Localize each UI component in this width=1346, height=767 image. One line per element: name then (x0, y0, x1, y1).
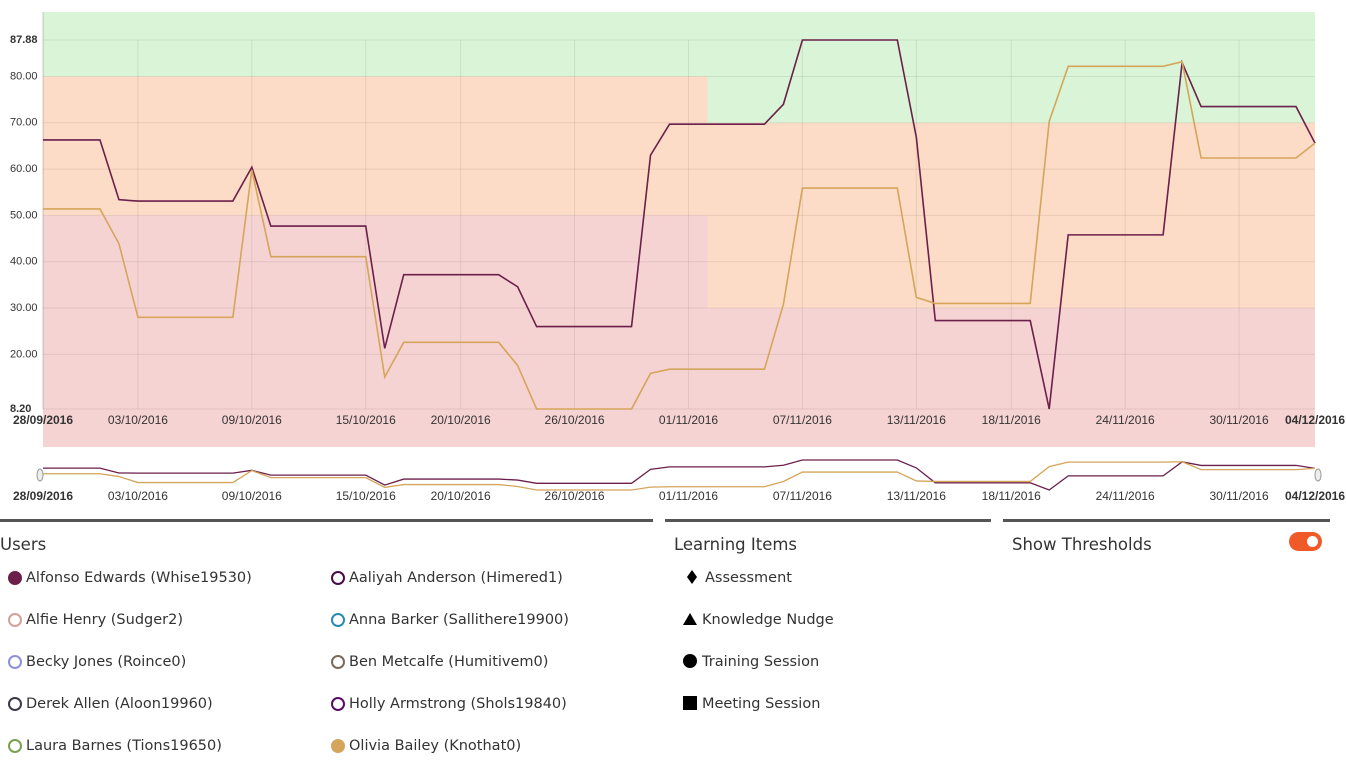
navigator-tick-label: 15/10/2016 (336, 489, 396, 503)
navigator-tick-label: 04/12/2016 (1285, 489, 1345, 503)
user-marker[interactable] (8, 697, 22, 711)
series-line (43, 39, 1316, 410)
user-name[interactable]: Derek Allen (Aloon19960) (26, 696, 213, 712)
user-marker[interactable] (8, 613, 22, 627)
navigator-tick-label: 18/11/2016 (982, 489, 1041, 503)
y-tick-label: 80.00 (10, 70, 38, 82)
user-marker[interactable] (8, 571, 22, 585)
user-marker[interactable] (331, 655, 345, 669)
threshold-above (43, 12, 708, 77)
threshold-toggle[interactable] (1289, 532, 1322, 551)
threshold-below (707, 308, 1315, 447)
x-tick-label: 30/11/2016 (1209, 413, 1268, 427)
navigator-tick-label: 20/10/2016 (431, 489, 491, 503)
y-tick-label: 50.00 (10, 209, 38, 221)
icon-triangle (683, 613, 697, 625)
x-tick-label: 09/10/2016 (222, 413, 282, 427)
x-tick-label: 20/10/2016 (431, 413, 491, 427)
y-tick-label: 20.00 (10, 348, 38, 360)
x-tick-label: 28/09/2016 (13, 413, 73, 427)
show-thresholds-label: Show Thresholds (1012, 535, 1152, 554)
navigator-line (43, 459, 1316, 491)
user-name[interactable]: Laura Barnes (Tions19650) (26, 738, 222, 754)
navigator-line (43, 461, 1316, 491)
y-tick-label: 87.88 (10, 34, 38, 46)
x-tick-label: 18/11/2016 (982, 413, 1041, 427)
user-name[interactable]: Olivia Bailey (Knothat0) (349, 738, 522, 754)
icon-square (683, 696, 697, 710)
user-marker[interactable] (331, 571, 345, 585)
x-tick-label: 26/10/2016 (545, 413, 605, 427)
threshold-between (707, 122, 1315, 309)
users-title: Users (0, 535, 47, 554)
x-tick-label: 13/11/2016 (887, 413, 946, 427)
user-name[interactable]: Alfonso Edwards (Whise19530) (26, 570, 252, 586)
x-tick-label: 04/12/2016 (1285, 413, 1345, 427)
learning-item-icon (685, 569, 699, 590)
y-tick-label: 40.00 (10, 256, 38, 268)
divider (1003, 519, 1330, 522)
navigator-tick-label: 01/11/2016 (659, 489, 718, 503)
navigator-tick-label: 03/10/2016 (108, 489, 168, 503)
user-marker[interactable] (331, 739, 345, 753)
learning-item-label[interactable]: Knowledge Nudge (702, 612, 834, 628)
user-name[interactable]: Alfie Henry (Sudger2) (26, 612, 184, 628)
navigator-tick-label: 28/09/2016 (13, 489, 73, 503)
threshold-between (43, 76, 708, 216)
user-name[interactable]: Aaliyah Anderson (Himered1) (349, 570, 563, 586)
y-tick-label: 70.00 (10, 117, 38, 129)
learning-item-icon (682, 653, 698, 674)
user-name[interactable]: Holly Armstrong (Shols19840) (349, 696, 567, 712)
user-marker[interactable] (8, 655, 22, 669)
user-marker[interactable] (331, 613, 345, 627)
divider (0, 519, 653, 522)
x-tick-label: 07/11/2016 (773, 413, 832, 427)
learning-item-label[interactable]: Assessment (705, 570, 792, 586)
threshold-above (707, 12, 1315, 123)
x-tick-label: 01/11/2016 (659, 413, 718, 427)
toggle-knob (1307, 536, 1318, 547)
navigator-tick-label: 07/11/2016 (773, 489, 832, 503)
icon-diamond (687, 570, 697, 584)
user-name[interactable]: Becky Jones (Roince0) (26, 654, 187, 670)
user-marker[interactable] (331, 697, 345, 711)
x-tick-label: 15/10/2016 (336, 413, 396, 427)
divider (665, 519, 991, 522)
chart: 8.20 20.00 30.00 40.00 50.00 60.00 70.00 80.00 8… (10, 12, 1345, 503)
navigator-tick-label: 26/10/2016 (545, 489, 605, 503)
learning-item-icon (682, 695, 698, 716)
y-tick-label: 60.00 (10, 163, 38, 175)
navigator-tick-label: 24/11/2016 (1096, 489, 1155, 503)
x-tick-label: 03/10/2016 (108, 413, 168, 427)
user-name[interactable]: Anna Barker (Sallithere19900) (349, 612, 569, 628)
series-line (43, 60, 1316, 410)
navigator-handle (1314, 468, 1322, 482)
navigator-tick-label: 30/11/2016 (1209, 489, 1268, 503)
navigator-handle (36, 468, 44, 482)
y-tick-label: 8.20 (10, 403, 31, 415)
y-tick-label: 30.00 (10, 302, 38, 314)
learning-item-label[interactable]: Training Session (702, 654, 820, 670)
user-name[interactable]: Ben Metcalfe (Humitivem0) (349, 654, 549, 670)
navigator-tick-label: 09/10/2016 (222, 489, 282, 503)
learning-item-label[interactable]: Meeting Session (702, 696, 821, 712)
learning-item-icon (682, 611, 698, 632)
icon-circle (683, 654, 697, 668)
learning-items-title: Learning Items (674, 535, 798, 554)
navigator-tick-label: 13/11/2016 (887, 489, 946, 503)
x-tick-label: 24/11/2016 (1096, 413, 1155, 427)
user-marker[interactable] (8, 739, 22, 753)
